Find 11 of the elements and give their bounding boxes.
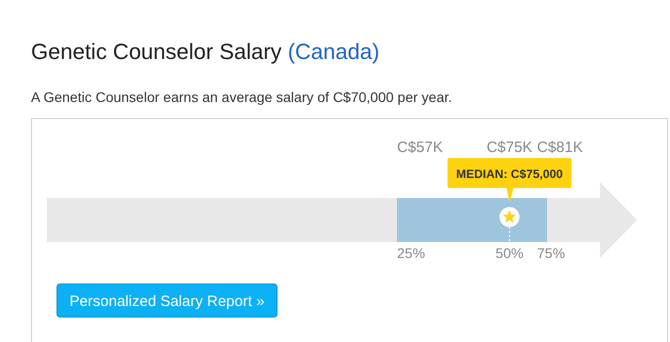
category-label: 75%	[537, 245, 566, 261]
data-label: C$57K	[397, 139, 443, 156]
report-button: Personalized Salary Report »	[56, 284, 278, 318]
category-label: 25%	[397, 245, 426, 261]
text: A Genetic Counselor earns an average salary of C$70,000 per year.	[31, 89, 452, 105]
category-label: 50%	[495, 245, 524, 261]
text: Genetic Counselor Salary	[31, 39, 282, 64]
data-label: C$75K	[486, 139, 532, 156]
text: MEDIAN: C$75,000	[456, 167, 564, 181]
data-label: C$81K	[537, 139, 583, 156]
text: (Canada)	[288, 39, 380, 64]
